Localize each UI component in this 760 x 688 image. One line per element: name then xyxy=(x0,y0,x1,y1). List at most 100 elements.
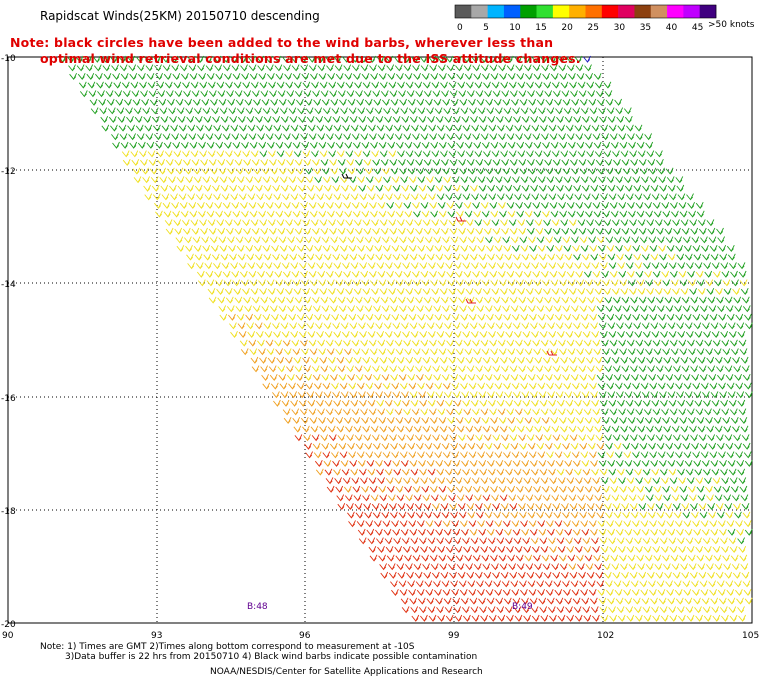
wind-barb xyxy=(651,399,660,407)
wind-barb xyxy=(237,253,246,261)
wind-barb xyxy=(377,270,386,278)
wind-barb xyxy=(547,391,556,399)
wind-barb xyxy=(465,287,474,296)
wind-barb xyxy=(695,408,704,416)
wind-barb xyxy=(280,391,289,399)
wind-barb xyxy=(426,459,435,468)
wind-barb xyxy=(693,322,702,330)
wind-barb xyxy=(541,416,550,425)
wind-barb xyxy=(424,373,433,382)
wind-barb xyxy=(205,270,214,278)
wind-barb xyxy=(209,236,218,244)
wind-barb xyxy=(622,236,631,244)
wind-barb xyxy=(406,158,415,167)
wind-barb xyxy=(648,305,657,313)
wind-barb xyxy=(469,176,477,184)
wind-barb xyxy=(207,219,216,227)
wind-barb xyxy=(173,219,182,227)
wind-barb xyxy=(237,115,246,124)
wind-barb xyxy=(702,391,710,399)
wind-barb xyxy=(535,296,544,304)
wind-barb xyxy=(461,528,469,536)
wind-barb xyxy=(353,494,362,502)
wind-barb xyxy=(366,391,375,399)
wind-barb xyxy=(411,545,420,554)
wind-barb xyxy=(464,348,473,356)
wind-barb xyxy=(476,305,485,313)
wind-barb xyxy=(149,167,158,175)
wind-barb xyxy=(479,606,487,614)
wind-barb xyxy=(669,477,678,485)
wind-barb xyxy=(528,98,537,106)
wind-barb xyxy=(553,580,562,588)
wind-barb xyxy=(348,244,357,253)
wind-barb xyxy=(601,133,610,141)
wind-barb xyxy=(374,382,382,390)
wind-barb xyxy=(545,588,554,597)
wind-barb xyxy=(638,571,647,579)
wind-barb xyxy=(620,150,629,158)
wind-barb xyxy=(665,236,674,244)
wind-barb xyxy=(452,597,461,605)
wind-barb xyxy=(280,322,289,330)
wind-barb xyxy=(628,356,637,364)
footer-credit: NOAA/NESDIS/Center for Satellite Applica… xyxy=(210,667,483,677)
wind-barb xyxy=(490,210,499,218)
wind-barb xyxy=(622,373,631,382)
wind-barb xyxy=(722,348,731,356)
wind-barb xyxy=(526,296,535,304)
wind-barb xyxy=(464,210,473,218)
wind-barb xyxy=(539,262,548,270)
wind-barb xyxy=(624,459,633,468)
wind-barb xyxy=(573,184,582,192)
wind-barb xyxy=(495,322,504,330)
wind-barb xyxy=(350,124,359,132)
wind-barb xyxy=(555,107,563,115)
wind-barb xyxy=(385,545,394,554)
wind-barb xyxy=(656,442,665,450)
wind-barb xyxy=(674,520,683,528)
wind-barb xyxy=(715,287,723,296)
wind-barb xyxy=(414,571,423,579)
wind-barb xyxy=(454,477,463,485)
wind-barb xyxy=(75,55,84,63)
wind-barb xyxy=(395,348,404,356)
wind-barb xyxy=(374,313,383,321)
wind-barb xyxy=(673,511,682,519)
latitude-label: -12 xyxy=(1,167,16,177)
wind-barb xyxy=(212,184,220,192)
wind-barb xyxy=(736,597,744,605)
wind-barb xyxy=(494,107,503,115)
wind-barb xyxy=(516,279,524,287)
wind-barb xyxy=(670,201,678,210)
wind-barb xyxy=(463,339,472,347)
wind-barb xyxy=(707,434,716,442)
wind-barb xyxy=(461,115,470,124)
wind-barb xyxy=(691,373,700,382)
wind-barb xyxy=(400,459,409,468)
wind-barb xyxy=(698,571,707,579)
wind-barb xyxy=(710,528,719,536)
wind-barb xyxy=(204,262,213,270)
wind-barb xyxy=(215,72,224,81)
wind-barb xyxy=(741,365,750,373)
wind-barb xyxy=(545,98,554,106)
wind-barb xyxy=(589,107,598,115)
wind-barb xyxy=(367,262,376,270)
wind-barb xyxy=(619,554,627,562)
wind-barb xyxy=(505,55,514,63)
wind-barb xyxy=(316,55,325,63)
wind-barb xyxy=(604,365,613,373)
wind-barb xyxy=(303,296,312,304)
wind-barb xyxy=(451,176,460,184)
wind-barb xyxy=(229,115,238,124)
wind-barb xyxy=(622,580,631,588)
wind-barb xyxy=(573,253,581,261)
wind-barb xyxy=(485,588,494,597)
wind-barb xyxy=(643,614,652,622)
wind-barb xyxy=(462,262,471,270)
wind-barb xyxy=(413,494,422,502)
wind-barb xyxy=(601,201,610,210)
wind-barb xyxy=(696,210,705,218)
wind-barb xyxy=(226,158,234,167)
